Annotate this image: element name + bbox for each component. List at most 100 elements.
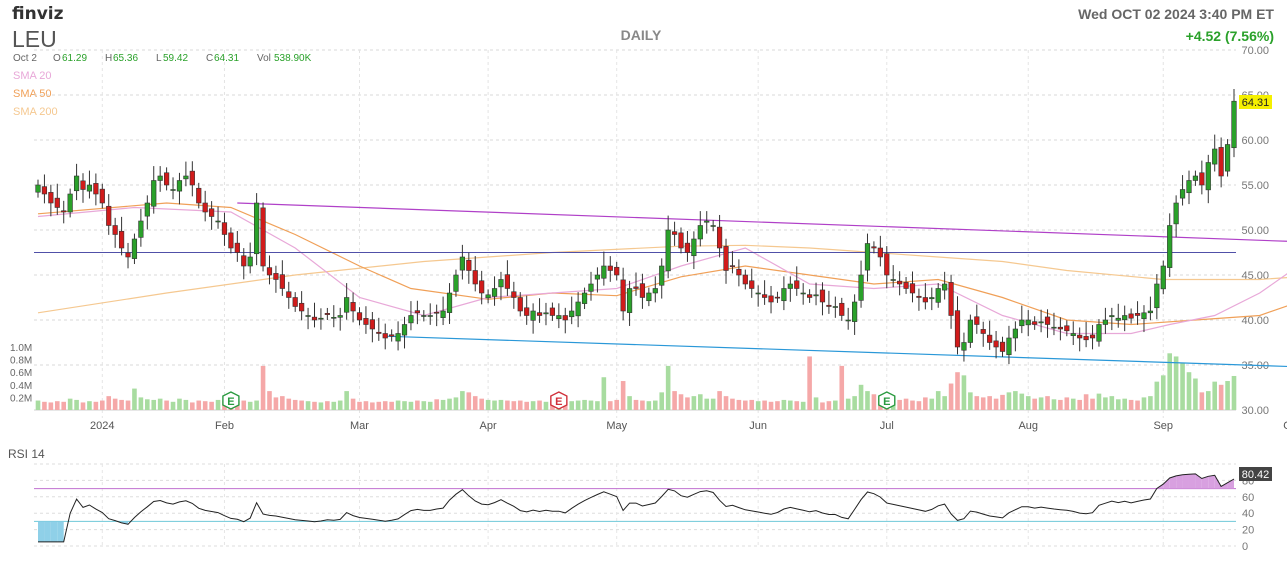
price-tick-2: 60.00 — [1241, 135, 1269, 147]
candle-body — [1141, 312, 1147, 320]
candle-body — [1051, 326, 1057, 329]
volume-bar — [794, 401, 800, 410]
candle — [131, 233, 138, 265]
volume-bar — [916, 401, 922, 410]
time-tick-5: Jun — [749, 420, 767, 432]
candle — [228, 227, 234, 254]
earnings-icon — [222, 391, 240, 410]
candle-body — [196, 187, 202, 204]
candle-body — [646, 292, 652, 302]
volume-bar — [337, 400, 343, 410]
volume-bar — [652, 400, 658, 410]
candle — [93, 173, 99, 206]
volume-bar — [1122, 398, 1127, 410]
volume-bar — [1128, 399, 1134, 410]
candle-body — [1167, 225, 1173, 268]
sma50-line — [37, 202, 1287, 326]
volume-bar — [910, 400, 915, 410]
candle — [839, 297, 845, 321]
candle — [665, 215, 671, 279]
volume-bar — [170, 401, 176, 410]
volume-bar — [968, 392, 973, 410]
candle — [826, 290, 832, 314]
candle-body — [118, 230, 125, 249]
legend-sma20: SMA 20 — [13, 70, 52, 82]
candle — [1057, 317, 1063, 341]
candle-body — [826, 304, 832, 307]
candle-body — [80, 180, 86, 190]
ticker-symbol: LEU — [12, 26, 57, 52]
volume-bar — [1013, 391, 1018, 410]
candle — [543, 302, 549, 326]
candle-body — [716, 226, 723, 249]
volume-bar — [1225, 381, 1230, 410]
candle-body — [897, 280, 903, 285]
volume-bar — [202, 401, 208, 410]
candle — [112, 217, 118, 248]
candle-body — [922, 297, 928, 303]
rsi-tick-3: 20 — [1242, 525, 1254, 537]
candle-body — [524, 307, 530, 316]
volume-bar — [1032, 398, 1037, 410]
volume-bar — [607, 401, 613, 410]
candle-body — [440, 310, 446, 318]
candle-body — [408, 315, 414, 324]
volume-bar — [807, 356, 812, 410]
candle-body — [125, 252, 131, 258]
time-tick-0: 2024 — [90, 420, 114, 432]
candle — [215, 206, 221, 229]
volume-bar — [54, 401, 60, 410]
time-tick-2: Mar — [350, 420, 369, 432]
candle — [273, 265, 279, 293]
volume-bar — [408, 401, 414, 410]
candle-body — [479, 280, 485, 294]
candle — [1173, 195, 1179, 238]
candle — [35, 179, 41, 198]
candle-body — [749, 280, 755, 289]
candle-body — [305, 315, 311, 317]
candle-body — [1115, 317, 1121, 321]
lower-trendline — [385, 335, 1287, 368]
candle-body — [1147, 310, 1154, 314]
candle — [755, 285, 761, 307]
volume-bar — [627, 396, 632, 410]
finviz-logo[interactable]: finviz — [12, 4, 64, 24]
price-tick-5: 45.00 — [1241, 270, 1269, 282]
volume-bar — [112, 398, 118, 410]
volume-bar — [1148, 396, 1153, 410]
earnings-marker: E — [222, 391, 240, 410]
rsi-overbought-fill — [1188, 473, 1196, 489]
candle — [1186, 170, 1192, 205]
candle — [1006, 325, 1012, 365]
volume-bar — [382, 401, 388, 410]
candle-body — [254, 202, 260, 255]
candle — [138, 208, 144, 247]
candle — [678, 227, 684, 254]
candle — [549, 302, 556, 321]
volume-bar — [1135, 400, 1140, 410]
candle-body — [948, 282, 954, 316]
volume-bar — [1045, 396, 1050, 410]
candle — [607, 256, 613, 282]
volume-bar — [209, 401, 214, 410]
volume-bar — [157, 398, 163, 410]
candle-body — [562, 315, 568, 321]
candle-body — [318, 317, 324, 320]
candle-body — [472, 270, 478, 285]
volume-bar — [48, 402, 54, 410]
candle-body — [794, 280, 800, 289]
candle-body — [614, 266, 620, 276]
volume-bar — [106, 396, 112, 410]
rsi-oversold-fill — [44, 521, 51, 542]
candle — [1199, 160, 1205, 195]
candle-body — [453, 274, 459, 292]
candle-body — [935, 288, 941, 303]
volume-bar — [1083, 394, 1089, 410]
volume-bar — [704, 398, 710, 410]
high-value: 65.36 — [113, 53, 138, 64]
volume-bar — [1218, 384, 1224, 410]
volume-bar — [292, 399, 298, 410]
sma200-line — [37, 244, 1287, 314]
candle — [363, 306, 369, 334]
